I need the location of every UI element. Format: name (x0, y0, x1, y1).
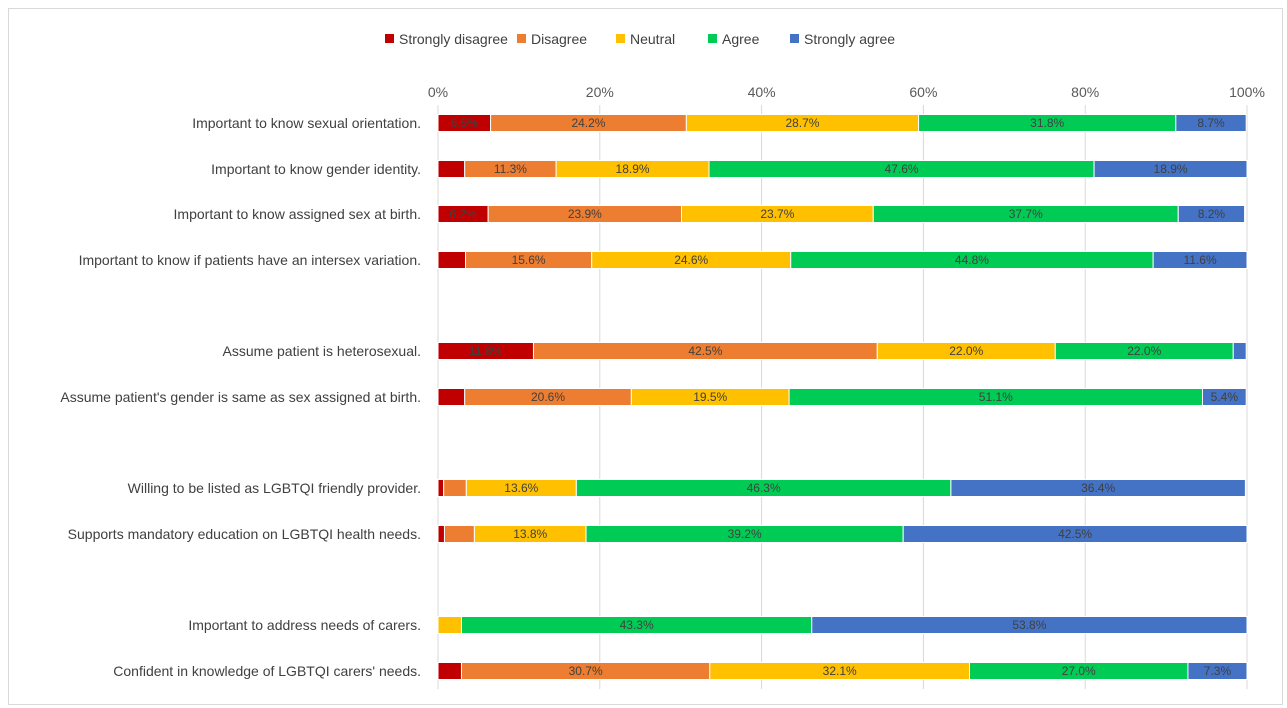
data-label: 43.3% (620, 618, 654, 632)
stacked-bar-chart: 6.5% 24.2% 28.7% 31.8% 8.7% 11.3% 18.9% 47.6% 18… (60, 31, 1265, 689)
bar-segment (437, 616, 462, 634)
bar-segment (437, 251, 467, 269)
data-label: 46.3% (747, 481, 781, 495)
data-label: 11.8% (469, 344, 502, 358)
data-label: 20.6% (531, 390, 565, 404)
category-label: Important to know assigned sex at birth. (174, 206, 421, 222)
legend-swatch (385, 34, 394, 43)
bars (437, 114, 1248, 680)
legend-label: Strongly disagree (399, 31, 508, 47)
legend-item: Neutral (616, 31, 675, 47)
data-label: 36.4% (1081, 481, 1115, 495)
data-label: 27.0% (1062, 664, 1096, 678)
legend-label: Agree (722, 31, 760, 47)
category-label: Important to know if patients have an in… (79, 252, 421, 268)
data-label: 15.6% (512, 253, 546, 267)
data-label: 5.4% (1211, 390, 1239, 404)
data-label: 44.8% (955, 253, 989, 267)
bar-segment (437, 662, 462, 680)
bar-segment (1232, 342, 1247, 360)
bar-segment (950, 479, 1246, 497)
x-axis-tick-labels: 0% 20% 40% 60% 80% 100% (428, 84, 1265, 100)
data-label: 8.2% (1198, 207, 1226, 221)
bar-segment (437, 525, 445, 543)
bar-segment (437, 479, 445, 497)
bar-segment (1187, 662, 1248, 680)
x-tick-label: 0% (428, 84, 448, 100)
bar-segment (443, 525, 475, 543)
legend-swatch (790, 34, 799, 43)
bar-segment (437, 388, 466, 406)
data-label: 23.9% (568, 207, 602, 221)
bar-segment (1177, 205, 1246, 223)
data-label: 13.8% (513, 527, 547, 541)
data-label: 11.6% (1184, 253, 1217, 267)
bar-segment (902, 525, 1248, 543)
legend-item: Strongly disagree (385, 31, 508, 47)
data-label: 18.9% (616, 162, 650, 176)
category-label: Supports mandatory education on LGBTQI h… (68, 526, 421, 542)
bar-segment (437, 160, 466, 178)
data-label: 53.8% (1012, 618, 1046, 632)
category-label: Confident in knowledge of LGBTQI carers'… (113, 663, 421, 679)
data-label: 31.8% (1030, 116, 1064, 130)
data-label: 22.0% (949, 344, 983, 358)
data-label: 32.1% (823, 664, 857, 678)
data-label: 28.7% (785, 116, 819, 130)
category-labels: Important to know sexual orientation. Imp… (60, 115, 421, 679)
category-label: Important to address needs of carers. (188, 617, 421, 633)
data-label: 24.6% (674, 253, 708, 267)
x-tick-label: 80% (1071, 84, 1099, 100)
data-label: 6.5% (451, 116, 479, 130)
bar-segment (1093, 160, 1248, 178)
data-label: 19.5% (693, 390, 727, 404)
data-label: 11.3% (494, 162, 527, 176)
bar-segment (1202, 388, 1247, 406)
data-label: 18.9% (1154, 162, 1188, 176)
data-label: 23.7% (760, 207, 794, 221)
legend-item: Strongly agree (790, 31, 895, 47)
legend-swatch (708, 34, 717, 43)
bar-segment (1175, 114, 1247, 132)
legend-swatch (616, 34, 625, 43)
category-label: Assume patient's gender is same as sex a… (60, 389, 421, 405)
data-label: 13.6% (504, 481, 538, 495)
data-label: 42.5% (1058, 527, 1092, 541)
data-label: 47.6% (885, 162, 919, 176)
category-label: Important to know gender identity. (211, 161, 421, 177)
data-label: 6.2% (449, 207, 477, 221)
data-label: 37.7% (1009, 207, 1043, 221)
data-label: 22.0% (1127, 344, 1161, 358)
data-label: 51.1% (979, 390, 1013, 404)
x-tick-label: 60% (909, 84, 937, 100)
category-label: Assume patient is heterosexual. (223, 343, 421, 359)
legend-label: Strongly agree (804, 31, 895, 47)
category-label: Important to know sexual orientation. (192, 115, 421, 131)
bar-segment (1152, 251, 1248, 269)
data-label: 39.2% (728, 527, 762, 541)
data-label: 8.7% (1197, 116, 1225, 130)
category-label: Willing to be listed as LGBTQI friendly … (128, 480, 421, 496)
data-label: 30.7% (569, 664, 603, 678)
data-label: 24.2% (571, 116, 605, 130)
legend: Strongly disagree Disagree Neutral Agree Str… (385, 31, 895, 47)
bar-segment (443, 479, 467, 497)
x-tick-label: 40% (748, 84, 776, 100)
data-label: 42.5% (688, 344, 722, 358)
chart-frame: 6.5% 24.2% 28.7% 31.8% 8.7% 11.3% 18.9% 47.6% 18… (8, 8, 1283, 705)
x-tick-label: 20% (586, 84, 614, 100)
data-label: 7.3% (1204, 664, 1232, 678)
legend-label: Disagree (531, 31, 587, 47)
bar-labels: 6.5% 24.2% 28.7% 31.8% 8.7% 11.3% 18.9% 47.6% 18… (449, 116, 1238, 678)
legend-label: Neutral (630, 31, 675, 47)
legend-item: Agree (708, 31, 760, 47)
legend-swatch (517, 34, 526, 43)
legend-item: Disagree (517, 31, 587, 47)
x-tick-label: 100% (1229, 84, 1265, 100)
bar-segment (811, 616, 1248, 634)
